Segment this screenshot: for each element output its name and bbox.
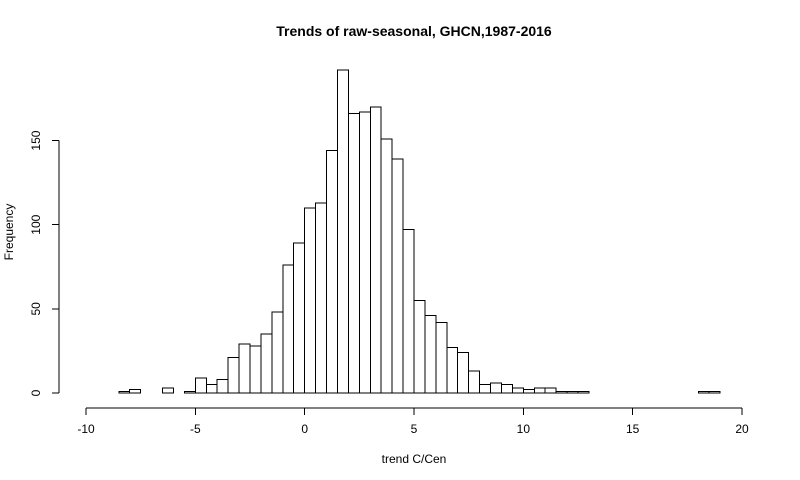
histogram-bar bbox=[227, 357, 240, 394]
histogram-bar bbox=[205, 384, 218, 394]
histogram-bar bbox=[555, 390, 568, 394]
histogram-bar bbox=[271, 311, 284, 394]
histogram-bar bbox=[282, 264, 295, 394]
y-tick-label: 50 bbox=[29, 302, 43, 316]
histogram-bar bbox=[708, 390, 721, 394]
x-axis: -10 -5 0 5 10 15 20 bbox=[77, 407, 749, 436]
y-axis: 0 50 100 150 bbox=[29, 130, 60, 396]
y-tick-label: 0 bbox=[29, 389, 43, 396]
histogram-bar bbox=[424, 315, 437, 394]
histogram-bar bbox=[500, 384, 513, 394]
x-tick-label: 0 bbox=[301, 422, 308, 436]
histogram-bar bbox=[435, 321, 448, 394]
histogram-bar bbox=[293, 242, 306, 394]
histogram-bar bbox=[194, 377, 207, 394]
x-tick-label: 15 bbox=[626, 422, 640, 436]
histogram-bar bbox=[347, 113, 360, 394]
x-tick-label: 10 bbox=[517, 422, 531, 436]
histogram-bar bbox=[577, 390, 590, 394]
histogram-bar bbox=[413, 299, 426, 394]
histogram-bar bbox=[697, 390, 710, 394]
histogram-bar bbox=[216, 379, 229, 394]
histogram-bar bbox=[326, 150, 338, 394]
histogram-bar bbox=[183, 390, 196, 394]
histogram-bar bbox=[380, 138, 393, 394]
histogram-bar bbox=[446, 347, 459, 394]
histogram-bar bbox=[162, 387, 174, 394]
x-tick-label: 5 bbox=[411, 422, 418, 436]
histogram-bar bbox=[566, 390, 579, 394]
histogram-bar bbox=[479, 384, 492, 394]
histogram-bar bbox=[249, 345, 262, 394]
histogram-bar bbox=[336, 69, 349, 394]
histogram-bar bbox=[304, 207, 317, 394]
x-tick-label: 20 bbox=[735, 422, 749, 436]
x-tick-label: -5 bbox=[190, 422, 201, 436]
histogram-bar bbox=[118, 390, 131, 394]
histogram-bar bbox=[544, 387, 557, 394]
histogram-bars bbox=[118, 69, 721, 394]
histogram-bar bbox=[468, 370, 481, 394]
histogram-bar bbox=[129, 389, 142, 394]
x-axis-label: trend C/Cen bbox=[382, 452, 447, 466]
y-tick-label: 150 bbox=[29, 130, 43, 150]
histogram-bar bbox=[511, 387, 524, 394]
histogram-bar bbox=[490, 382, 502, 394]
histogram-bar bbox=[522, 389, 535, 394]
y-tick-label: 100 bbox=[29, 214, 43, 234]
histogram-bar bbox=[315, 202, 328, 394]
y-axis-label: Frequency bbox=[2, 204, 16, 261]
histogram-bar bbox=[533, 387, 546, 394]
histogram-bar bbox=[238, 343, 251, 394]
histogram-bar bbox=[358, 111, 371, 394]
histogram-bar bbox=[402, 229, 415, 394]
histogram-bar bbox=[391, 158, 404, 394]
histogram-bar bbox=[457, 352, 470, 394]
histogram-bar bbox=[369, 106, 382, 394]
x-tick-label: -10 bbox=[77, 422, 95, 436]
histogram-bar bbox=[260, 333, 273, 394]
chart-title: Trends of raw-seasonal, GHCN,1987-2016 bbox=[276, 23, 552, 39]
